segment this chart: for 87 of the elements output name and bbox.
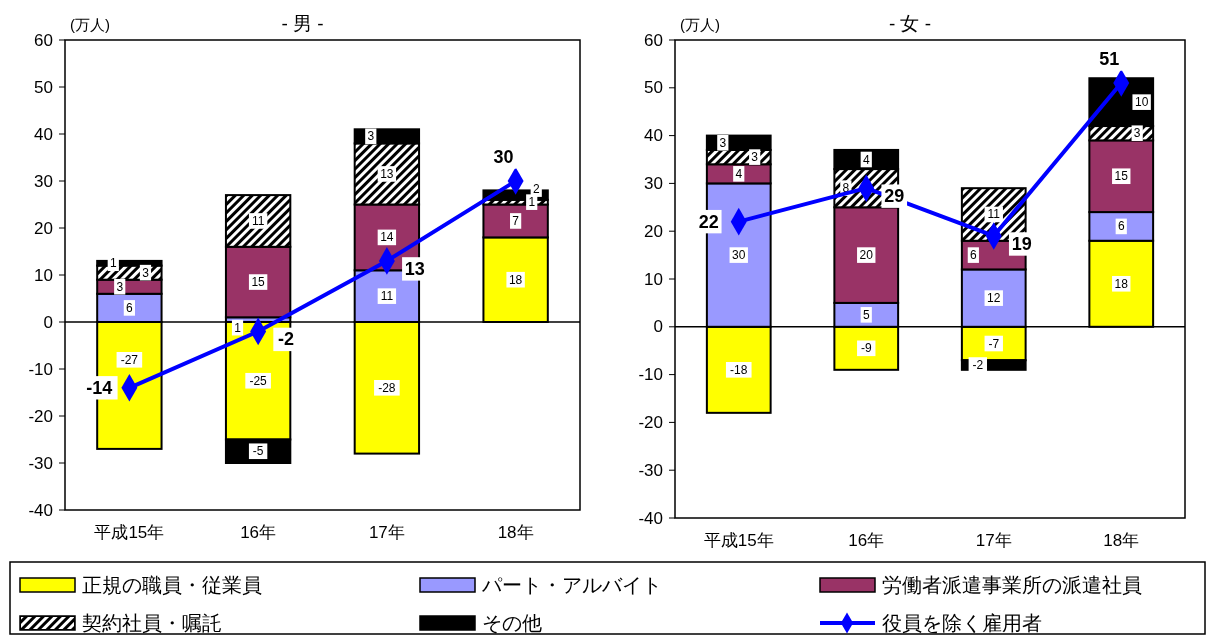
- y-tick-label: 60: [644, 30, 663, 50]
- y-axis-title: (万人): [70, 16, 110, 33]
- y-tick-label: -10: [28, 359, 53, 379]
- y-tick-label: 30: [34, 171, 53, 191]
- data-label: 2: [532, 182, 540, 197]
- chart-title: - 女 -: [888, 13, 932, 34]
- y-tick-label: 0: [653, 317, 663, 337]
- data-label: -27: [120, 352, 139, 367]
- data-label: -2: [278, 329, 295, 350]
- data-label: 11: [987, 207, 1001, 222]
- data-label: 51: [1099, 49, 1120, 70]
- data-label: 1: [234, 320, 242, 335]
- y-tick-label: -30: [28, 453, 53, 473]
- data-label: 30: [493, 147, 514, 167]
- data-label: 13: [404, 258, 425, 279]
- data-label: 3: [719, 135, 727, 150]
- data-label: -14: [86, 377, 113, 398]
- data-label: 6: [1117, 219, 1125, 234]
- data-label: 8: [842, 181, 850, 196]
- x-tick-label: 平成15年: [94, 523, 165, 542]
- data-label: -18: [730, 362, 748, 377]
- data-label: -9: [860, 341, 872, 356]
- legend-label: 役員を除く雇用者: [882, 612, 1042, 634]
- y-tick-label: -40: [28, 500, 53, 520]
- y-tick-label: -40: [638, 508, 663, 528]
- data-label: 14: [380, 230, 394, 245]
- y-tick-label: 10: [34, 265, 53, 285]
- data-label: 22: [698, 211, 719, 232]
- data-label: 7: [512, 213, 520, 228]
- data-label: 18: [1114, 276, 1129, 291]
- data-label: -28: [378, 380, 396, 395]
- x-tick-label: 17年: [975, 531, 1012, 550]
- data-label: 1: [109, 256, 117, 271]
- y-tick-label: 50: [34, 77, 53, 97]
- y-tick-label: 20: [644, 221, 663, 241]
- data-label: -7: [988, 336, 1000, 351]
- chart-title: - 男 -: [281, 13, 324, 34]
- y-tick-label: 60: [34, 30, 53, 50]
- data-label: 6: [126, 300, 134, 315]
- data-label: 30: [732, 248, 746, 263]
- y-tick-label: -20: [28, 406, 53, 426]
- x-tick-label: 18年: [1103, 531, 1140, 550]
- data-label: 1: [528, 195, 536, 210]
- data-label: 4: [735, 166, 743, 181]
- legend-label: 正規の職員・従業員: [82, 574, 262, 596]
- x-tick-label: 16年: [240, 523, 277, 542]
- data-label: 6: [970, 248, 978, 263]
- legend-label: パート・アルバイト: [481, 574, 662, 596]
- legend-label: その他: [482, 612, 542, 634]
- data-label: 3: [367, 129, 375, 144]
- data-label: 18: [508, 272, 523, 287]
- y-axis-title: (万人): [680, 16, 720, 33]
- data-label: 11: [251, 213, 265, 228]
- data-label: 3: [751, 150, 759, 165]
- y-tick-label: 40: [644, 126, 663, 146]
- data-label: 3: [116, 279, 124, 294]
- data-label: 13: [380, 166, 394, 181]
- data-label: 19: [1011, 233, 1032, 254]
- legend-label: 労働者派遣事業所の派遣社員: [882, 574, 1142, 596]
- data-label: 15: [1114, 169, 1129, 184]
- y-tick-label: 50: [644, 78, 663, 98]
- y-tick-label: -20: [638, 412, 663, 432]
- y-tick-label: -30: [638, 460, 663, 480]
- x-tick-label: 18年: [497, 523, 534, 542]
- data-label: 4: [862, 152, 870, 167]
- data-label: -2: [972, 358, 984, 373]
- data-label: 10: [1134, 95, 1149, 110]
- data-label: -25: [249, 373, 268, 388]
- data-label: -5: [252, 444, 264, 459]
- data-label: 15: [251, 275, 266, 290]
- x-tick-label: 平成15年: [703, 531, 774, 550]
- x-tick-label: 17年: [368, 523, 405, 542]
- y-tick-label: 20: [34, 218, 53, 238]
- data-label: 3: [1133, 126, 1141, 141]
- y-tick-label: 10: [644, 269, 663, 289]
- x-tick-label: 16年: [848, 531, 885, 550]
- data-label: 11: [380, 289, 394, 304]
- y-tick-label: -10: [638, 365, 663, 385]
- data-label: 5: [862, 307, 870, 322]
- legend-label: 契約社員・嘱託: [82, 612, 222, 634]
- y-tick-label: 0: [43, 312, 53, 332]
- y-tick-label: 30: [644, 173, 663, 193]
- data-label: 20: [859, 248, 874, 263]
- y-tick-label: 40: [34, 124, 53, 144]
- data-label: 12: [987, 291, 1001, 306]
- data-label: 29: [884, 186, 905, 207]
- data-label: 3: [142, 265, 150, 280]
